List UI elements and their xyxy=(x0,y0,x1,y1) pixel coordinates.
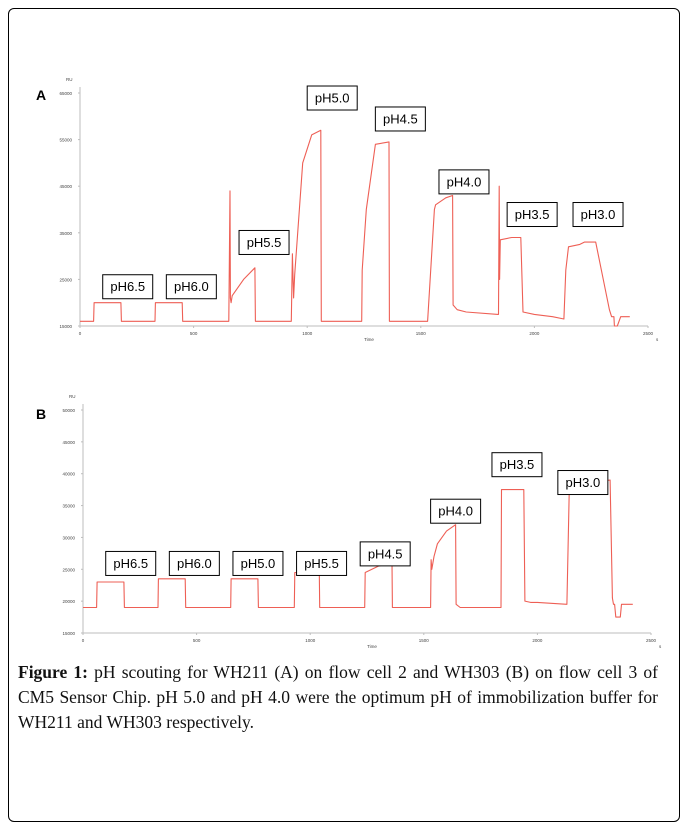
annotation-box xyxy=(374,106,426,132)
panel-a-annotation-ph5-0: pH5.0 xyxy=(306,85,358,111)
panel-a-chart: A 15000 25000 35000 45000 55000 65000 0 500 1000 1… xyxy=(36,77,659,342)
panel-b-x-tick-label: 1500 xyxy=(419,638,430,643)
panel-a-x-tick-label: 1500 xyxy=(416,331,427,336)
annotation-label: pH3.5 xyxy=(515,207,550,222)
panel-a-y-tick-label: 45000 xyxy=(59,184,72,189)
panel-b-x-tick-label: 2500 xyxy=(646,638,657,643)
annotation-box xyxy=(168,550,220,576)
panel-b-y-tick-label: 40000 xyxy=(62,472,75,477)
panel-b-x-unit-label: s xyxy=(659,644,662,649)
panel-b-x-tick-label: 1000 xyxy=(305,638,316,643)
panel-a-y-tick-label: 55000 xyxy=(59,138,72,143)
panel-b-annotation-ph4-0: pH4.0 xyxy=(430,498,482,524)
panel-a-y-tick-label: 25000 xyxy=(59,277,72,282)
panel-a-y-tick-label: 15000 xyxy=(59,324,72,329)
annotation-label: pH5.5 xyxy=(304,556,339,571)
annotation-box xyxy=(102,274,154,300)
annotation-box xyxy=(232,550,284,576)
panel-b-y-axis-label: RU xyxy=(69,394,76,399)
annotation-label: pH3.5 xyxy=(500,457,535,472)
caption-label: Figure 1: xyxy=(18,662,88,682)
panel-b-series-line xyxy=(83,479,633,618)
panel-b-annotation-ph4-5: pH4.5 xyxy=(359,541,411,567)
panel-a-y-tick-label: 65000 xyxy=(59,91,72,96)
panel-b-annotation-ph6-5: pH6.5 xyxy=(105,550,157,576)
figure-frame xyxy=(8,8,680,822)
panel-a-x-axis-label: Time xyxy=(364,337,374,342)
annotation-label: pH5.0 xyxy=(315,91,350,106)
annotation-label: pH6.5 xyxy=(113,556,148,571)
panel-b-y-tick-label: 35000 xyxy=(62,504,75,509)
annotation-label: pH6.5 xyxy=(110,279,145,294)
panel-a-x-tick-label: 500 xyxy=(190,331,198,336)
annotation-box xyxy=(296,550,348,576)
panel-a-annotation-ph4-0: pH4.0 xyxy=(438,169,490,195)
panel-b-x-tick-label: 2000 xyxy=(532,638,543,643)
panel-b-y-tick-label: 25000 xyxy=(62,567,75,572)
panel-b-y-tick-label: 45000 xyxy=(62,440,75,445)
annotation-box xyxy=(359,541,411,567)
annotation-box xyxy=(165,274,217,300)
panel-b-x-tick-label: 500 xyxy=(193,638,201,643)
annotation-label: pH6.0 xyxy=(177,556,212,571)
panel-a-annotation-ph3-0: pH3.0 xyxy=(572,202,624,228)
annotation-label: pH5.5 xyxy=(247,235,282,250)
panel-b-annotation-ph3-5: pH3.5 xyxy=(491,452,543,478)
panel-b-x-tick-label: 0 xyxy=(82,638,85,643)
panel-b-annotation-ph6-0: pH6.0 xyxy=(168,550,220,576)
panel-a-x-tick-label: 0 xyxy=(79,331,82,336)
panel-b-label: B xyxy=(36,406,46,422)
panel-a-series-line xyxy=(80,129,630,327)
panel-a-annotation-ph4-5: pH4.5 xyxy=(374,106,426,132)
panel-a-x-tick-label: 2000 xyxy=(529,331,540,336)
panel-a-y-axis-label: RU xyxy=(66,77,73,82)
annotation-label: pH4.5 xyxy=(383,111,418,126)
annotation-label: pH4.0 xyxy=(438,504,473,519)
annotation-box xyxy=(238,229,290,255)
panel-a-x-tick-label: 1000 xyxy=(302,331,313,336)
annotation-box xyxy=(105,550,157,576)
panel-a-annotation-ph6-5: pH6.5 xyxy=(102,274,154,300)
panel-b-y-tick-label: 50000 xyxy=(62,408,75,413)
caption-text: pH scouting for WH211 (A) on flow cell 2… xyxy=(18,662,658,732)
panel-b-x-axis-label: Time xyxy=(367,644,377,649)
annotation-box xyxy=(491,452,543,478)
annotation-label: pH4.0 xyxy=(447,174,482,189)
panel-a-annotation-ph6-0: pH6.0 xyxy=(165,274,217,300)
panel-b-annotation-ph5-5: pH5.5 xyxy=(296,550,348,576)
panel-b-y-tick-label: 20000 xyxy=(62,599,75,604)
panel-a-annotation-ph3-5: pH3.5 xyxy=(506,202,558,228)
annotation-label: pH6.0 xyxy=(174,279,209,294)
panel-a-annotation-ph5-5: pH5.5 xyxy=(238,229,290,255)
figure-caption: Figure 1: pH scouting for WH211 (A) on f… xyxy=(18,660,658,735)
panel-b-y-tick-label: 30000 xyxy=(62,535,75,540)
panel-a-y-tick-label: 35000 xyxy=(59,231,72,236)
panel-a-x-tick-label: 2500 xyxy=(643,331,654,336)
panel-b-annotation-ph5-0: pH5.0 xyxy=(232,550,284,576)
annotation-box xyxy=(438,169,490,195)
annotation-box xyxy=(430,498,482,524)
annotation-box xyxy=(306,85,358,111)
annotation-label: pH5.0 xyxy=(241,556,276,571)
annotation-box xyxy=(572,202,624,228)
panel-b-annotation-ph3-0: pH3.0 xyxy=(557,470,609,496)
annotation-label: pH4.5 xyxy=(368,546,403,561)
panel-b-y-tick-label: 15000 xyxy=(62,631,75,636)
annotation-label: pH3.0 xyxy=(581,207,616,222)
annotation-box xyxy=(506,202,558,228)
annotation-box xyxy=(557,470,609,496)
panel-b-chart: B150002000025000300003500040000450005000… xyxy=(36,394,662,649)
panel-a-x-unit-label: s xyxy=(656,337,659,342)
panel-a-label: A xyxy=(36,87,46,103)
annotation-label: pH3.0 xyxy=(565,475,600,490)
